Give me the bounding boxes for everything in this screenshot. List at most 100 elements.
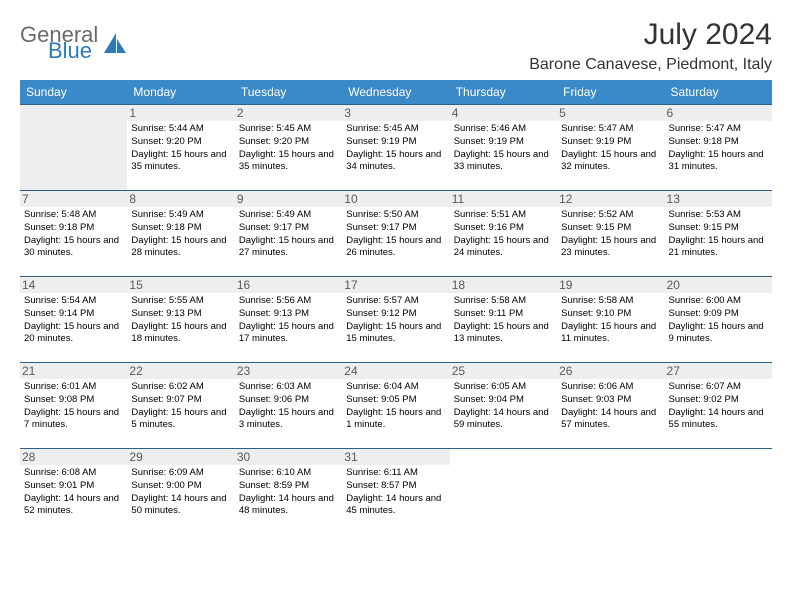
- day-details: Sunrise: 5:51 AMSunset: 9:16 PMDaylight:…: [454, 209, 553, 260]
- day-detail-line: Sunrise: 5:51 AM: [454, 209, 553, 222]
- brand-sail-icon: [102, 31, 128, 57]
- day-detail-line: Sunset: 9:17 PM: [346, 222, 445, 235]
- day-detail-line: Daylight: 15 hours and 5 minutes.: [131, 407, 230, 433]
- day-number: 27: [665, 363, 772, 379]
- day-details: Sunrise: 5:58 AMSunset: 9:11 PMDaylight:…: [454, 295, 553, 346]
- day-details: Sunrise: 6:11 AMSunset: 8:57 PMDaylight:…: [346, 467, 445, 518]
- day-detail-line: Sunset: 9:11 PM: [454, 308, 553, 321]
- day-details: Sunrise: 5:44 AMSunset: 9:20 PMDaylight:…: [131, 123, 230, 174]
- day-detail-line: Sunrise: 6:02 AM: [131, 381, 230, 394]
- day-detail-line: Sunset: 9:15 PM: [669, 222, 768, 235]
- day-detail-line: Sunrise: 6:11 AM: [346, 467, 445, 480]
- calendar-day-cell: 29Sunrise: 6:09 AMSunset: 9:00 PMDayligh…: [127, 449, 234, 535]
- calendar-day-cell: 6 Sunrise: 5:47 AMSunset: 9:18 PMDaylight…: [665, 105, 772, 191]
- day-detail-line: Sunset: 9:09 PM: [669, 308, 768, 321]
- day-details: Sunrise: 5:50 AMSunset: 9:17 PMDaylight:…: [346, 209, 445, 260]
- calendar-day-cell: 3 Sunrise: 5:45 AMSunset: 9:19 PMDaylight…: [342, 105, 449, 191]
- calendar-day-cell: 17Sunrise: 5:57 AMSunset: 9:12 PMDayligh…: [342, 277, 449, 363]
- day-details: Sunrise: 5:48 AMSunset: 9:18 PMDaylight:…: [24, 209, 123, 260]
- day-number: 18: [450, 277, 557, 293]
- calendar-day-cell: 27 Sunrise: 6:07 AMSunset: 9:02 PMDayligh…: [665, 363, 772, 449]
- calendar-day-cell: 31Sunrise: 6:11 AMSunset: 8:57 PMDayligh…: [342, 449, 449, 535]
- day-number: 2: [235, 105, 342, 121]
- day-detail-line: Sunrise: 5:45 AM: [239, 123, 338, 136]
- weekday-header: Thursday: [450, 80, 557, 105]
- day-detail-line: Daylight: 15 hours and 30 minutes.: [24, 235, 123, 261]
- calendar-day-cell: 10Sunrise: 5:50 AMSunset: 9:17 PMDayligh…: [342, 191, 449, 277]
- day-detail-line: Sunset: 9:20 PM: [239, 136, 338, 149]
- calendar-header-row: SundayMondayTuesdayWednesdayThursdayFrid…: [20, 80, 772, 105]
- calendar-day-cell: 20 Sunrise: 6:00 AMSunset: 9:09 PMDayligh…: [665, 277, 772, 363]
- calendar-day-cell: 12Sunrise: 5:52 AMSunset: 9:15 PMDayligh…: [557, 191, 664, 277]
- day-detail-line: Daylight: 15 hours and 21 minutes.: [669, 235, 768, 261]
- day-detail-line: Daylight: 15 hours and 7 minutes.: [24, 407, 123, 433]
- day-detail-line: Sunset: 9:10 PM: [561, 308, 660, 321]
- day-detail-line: Sunset: 9:08 PM: [24, 394, 123, 407]
- day-detail-line: Daylight: 15 hours and 18 minutes.: [131, 321, 230, 347]
- calendar-table: SundayMondayTuesdayWednesdayThursdayFrid…: [20, 80, 772, 535]
- day-details: Sunrise: 5:56 AMSunset: 9:13 PMDaylight:…: [239, 295, 338, 346]
- day-detail-line: Sunrise: 5:45 AM: [346, 123, 445, 136]
- calendar-day-cell: 7Sunrise: 5:48 AMSunset: 9:18 PMDaylight…: [20, 191, 127, 277]
- day-detail-line: Sunrise: 5:56 AM: [239, 295, 338, 308]
- day-details: Sunrise: 5:46 AMSunset: 9:19 PMDaylight:…: [454, 123, 553, 174]
- day-details: Sunrise: 5:57 AMSunset: 9:12 PMDaylight:…: [346, 295, 445, 346]
- day-detail-line: Sunset: 9:04 PM: [454, 394, 553, 407]
- day-detail-line: Sunrise: 5:47 AM: [669, 123, 768, 136]
- day-details: Sunrise: 6:00 AMSunset: 9:09 PMDaylight:…: [669, 295, 768, 346]
- brand-logo: General Blue: [20, 18, 128, 62]
- calendar-day-cell: 9Sunrise: 5:49 AMSunset: 9:17 PMDaylight…: [235, 191, 342, 277]
- day-detail-line: Sunrise: 5:48 AM: [24, 209, 123, 222]
- day-details: Sunrise: 5:45 AMSunset: 9:20 PMDaylight:…: [239, 123, 338, 174]
- day-detail-line: Sunset: 9:18 PM: [131, 222, 230, 235]
- day-number: 28: [20, 449, 127, 465]
- day-detail-line: Sunset: 9:20 PM: [131, 136, 230, 149]
- day-details: Sunrise: 6:06 AMSunset: 9:03 PMDaylight:…: [561, 381, 660, 432]
- day-detail-line: Sunset: 8:57 PM: [346, 480, 445, 493]
- location: Barone Canavese, Piedmont, Italy: [529, 56, 772, 74]
- weekday-header: Wednesday: [342, 80, 449, 105]
- day-detail-line: Daylight: 14 hours and 45 minutes.: [346, 493, 445, 519]
- calendar-day-cell: 13Sunrise: 5:53 AMSunset: 9:15 PMDayligh…: [665, 191, 772, 277]
- day-detail-line: Sunset: 9:16 PM: [454, 222, 553, 235]
- day-detail-line: Daylight: 15 hours and 27 minutes.: [239, 235, 338, 261]
- day-detail-line: Daylight: 15 hours and 17 minutes.: [239, 321, 338, 347]
- day-detail-line: Sunrise: 5:49 AM: [239, 209, 338, 222]
- day-details: Sunrise: 5:45 AMSunset: 9:19 PMDaylight:…: [346, 123, 445, 174]
- calendar-day-cell: 8Sunrise: 5:49 AMSunset: 9:18 PMDaylight…: [127, 191, 234, 277]
- day-details: Sunrise: 6:04 AMSunset: 9:05 PMDaylight:…: [346, 381, 445, 432]
- day-number: 24: [342, 363, 449, 379]
- calendar-week-row: 1Sunrise: 5:44 AMSunset: 9:20 PMDaylight…: [20, 105, 772, 191]
- day-number: 15: [127, 277, 234, 293]
- day-details: Sunrise: 5:58 AMSunset: 9:10 PMDaylight:…: [561, 295, 660, 346]
- day-number: 26: [557, 363, 664, 379]
- day-detail-line: Sunset: 9:19 PM: [346, 136, 445, 149]
- day-detail-line: Daylight: 15 hours and 23 minutes.: [561, 235, 660, 261]
- day-detail-line: Daylight: 15 hours and 32 minutes.: [561, 149, 660, 175]
- day-details: Sunrise: 6:02 AMSunset: 9:07 PMDaylight:…: [131, 381, 230, 432]
- weekday-header: Monday: [127, 80, 234, 105]
- day-detail-line: Sunrise: 5:53 AM: [669, 209, 768, 222]
- day-detail-line: Sunrise: 5:54 AM: [24, 295, 123, 308]
- calendar-week-row: 14Sunrise: 5:54 AMSunset: 9:14 PMDayligh…: [20, 277, 772, 363]
- day-number: 20: [665, 277, 772, 293]
- day-details: Sunrise: 5:49 AMSunset: 9:18 PMDaylight:…: [131, 209, 230, 260]
- calendar-day-cell: 28Sunrise: 6:08 AMSunset: 9:01 PMDayligh…: [20, 449, 127, 535]
- day-number: 6: [665, 105, 772, 121]
- day-detail-line: Daylight: 15 hours and 34 minutes.: [346, 149, 445, 175]
- day-detail-line: Sunset: 9:07 PM: [131, 394, 230, 407]
- calendar-week-row: 7Sunrise: 5:48 AMSunset: 9:18 PMDaylight…: [20, 191, 772, 277]
- day-detail-line: Daylight: 15 hours and 11 minutes.: [561, 321, 660, 347]
- day-number: 3: [342, 105, 449, 121]
- day-detail-line: Sunrise: 6:08 AM: [24, 467, 123, 480]
- day-details: Sunrise: 6:07 AMSunset: 9:02 PMDaylight:…: [669, 381, 768, 432]
- day-detail-line: Sunrise: 5:52 AM: [561, 209, 660, 222]
- weekday-header: Saturday: [665, 80, 772, 105]
- day-number: 14: [20, 277, 127, 293]
- day-detail-line: Daylight: 15 hours and 31 minutes.: [669, 149, 768, 175]
- day-detail-line: Sunset: 9:13 PM: [239, 308, 338, 321]
- day-number: 4: [450, 105, 557, 121]
- day-detail-line: Sunset: 9:18 PM: [669, 136, 768, 149]
- day-details: Sunrise: 5:53 AMSunset: 9:15 PMDaylight:…: [669, 209, 768, 260]
- day-detail-line: Sunrise: 6:07 AM: [669, 381, 768, 394]
